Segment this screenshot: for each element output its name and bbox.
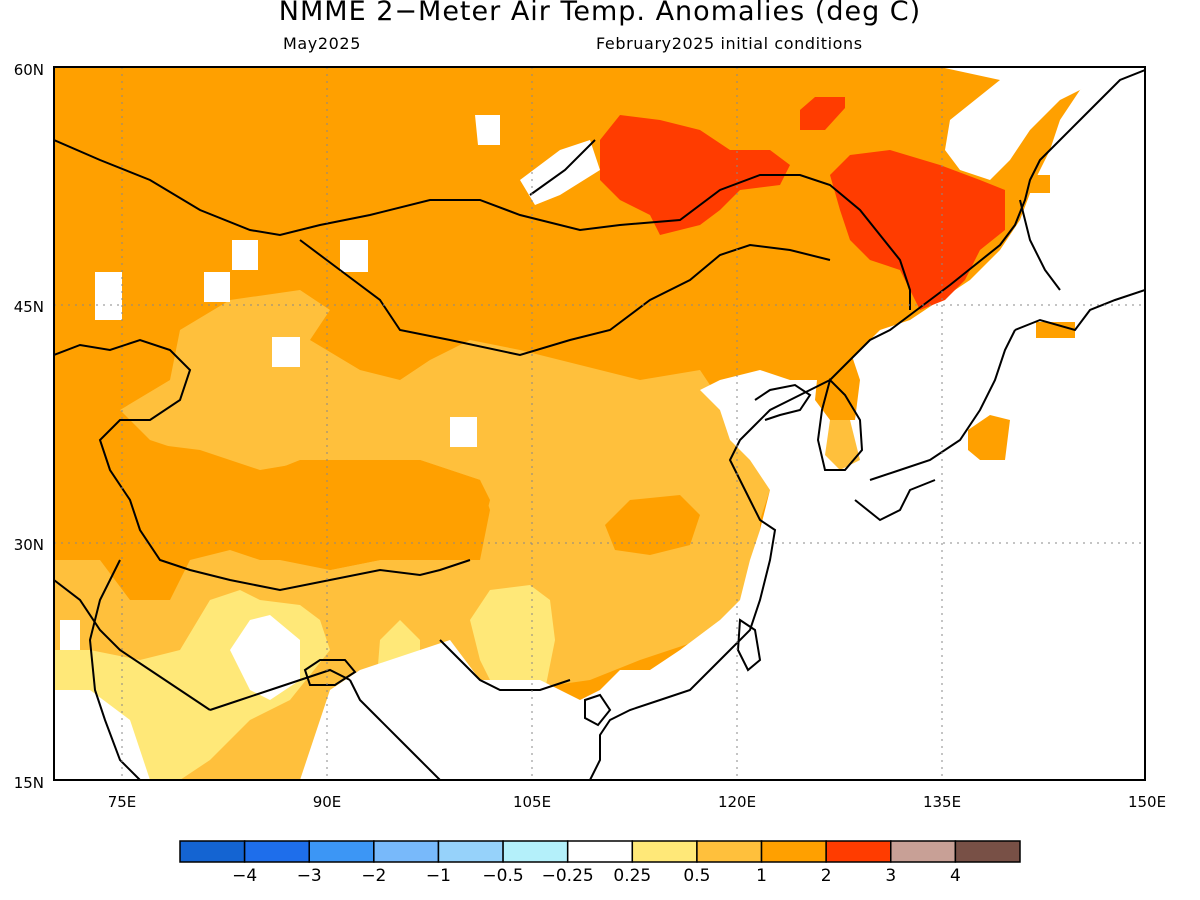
colorbar-label: 3 [885,866,896,886]
anomaly-2to3-patch [968,415,1010,460]
anomaly-2to3-patch [1036,322,1075,338]
anomaly-neutral-region [54,690,150,780]
colorbar-swatch [760,840,827,863]
lon-tick-label: 105E [513,793,551,811]
colorbar-label: −4 [232,866,257,886]
colorbar-label: −0.5 [482,866,523,886]
lon-tick-label: 75E [108,793,137,811]
anomaly-neutral-region [300,67,1145,780]
anomaly-neutral-region [204,272,230,302]
colorbar-swatch [373,840,440,863]
lat-tick-label: 15N [14,774,44,792]
colorbar-label: 1 [756,866,767,886]
anomaly-neutral-region [95,272,122,320]
colorbar-label: 0.25 [613,866,651,886]
anomaly-neutral-region [230,615,300,700]
lon-tick-label: 90E [313,793,342,811]
colorbar-swatch [243,840,310,863]
colorbar-swatch [566,840,634,863]
lat-tick-label: 30N [14,536,44,554]
colorbar-label: −0.25 [542,866,594,886]
colorbar: −4 −3 −2 −1 −0.5 −0.25 0.25 0.5 1 2 3 4 [179,840,1021,886]
anomaly-3to4-region [600,115,790,235]
anomaly-neutral-region [340,240,368,272]
anomaly-neutral-region [272,337,300,367]
colorbar-swatch [890,840,957,863]
map-title: NMME 2−Meter Air Temp. Anomalies (deg C) [278,0,922,27]
colorbar-swatch [825,840,892,863]
lon-tick-label: 120E [718,793,756,811]
map-frame [53,66,1146,781]
colorbar-swatch [631,840,698,863]
colorbar-label: 0.5 [683,866,710,886]
colorbar-label: −1 [426,866,451,886]
colorbar-swatch [437,840,504,863]
colorbar-swatch [502,840,569,863]
lat-tick-label: 45N [14,298,44,316]
anomaly-neutral-region [232,240,258,270]
lat-tick-label: 60N [14,61,44,79]
anomaly-1to2-patch [825,420,860,470]
lon-tick-label: 150E [1128,793,1166,811]
colorbar-label: 4 [950,866,961,886]
anomaly-neutral-region [940,67,1145,180]
anomaly-2to3-patch [120,440,490,570]
colorbar-swatch [696,840,763,863]
initial-conditions-label: February2025 initial conditions [596,34,863,53]
anomaly-neutral-region [60,620,80,650]
anomaly-field [54,67,1145,780]
colorbar-label: −2 [361,866,386,886]
colorbar-label: 2 [821,866,832,886]
anomaly-neutral-region [450,417,477,447]
valid-month-label: May2025 [283,34,361,53]
anomaly-3to4-region [800,97,845,130]
colorbar-label: −3 [297,866,322,886]
anomaly-2to3-patch [54,420,130,560]
colorbar-swatch [308,840,375,863]
colorbar-swatch [954,840,1021,863]
anomaly-05to1-region [470,585,555,700]
anomaly-2to3-patch [605,495,700,555]
lon-tick-label: 135E [923,793,961,811]
colorbar-swatch [179,840,246,863]
anomaly-neutral-region [475,115,500,145]
anomaly-3to4-region [830,150,1005,310]
